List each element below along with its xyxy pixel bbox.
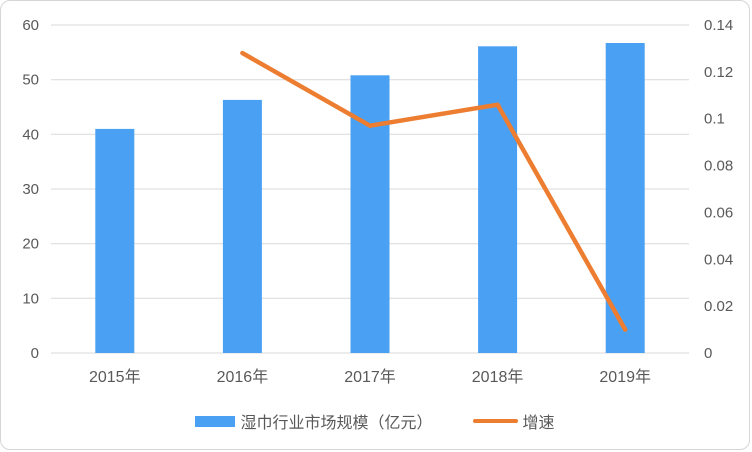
growth-line (240, 50, 628, 332)
line-series-swatch-icon (472, 419, 518, 423)
bar-series-swatch-icon (195, 415, 236, 427)
legend-line-label: 增速 (522, 415, 555, 432)
bar (478, 46, 518, 354)
x-axis-label: 2018年 (472, 368, 524, 386)
left-axis-tick-label: 50 (22, 72, 39, 89)
right-axis-tick-label: 0.08 (704, 158, 733, 175)
chart-legend: 湿巾行业市场规模（亿元） 增速 (1, 409, 749, 433)
legend-bar-label: 湿巾行业市场规模（亿元） (240, 415, 433, 432)
left-axis-tick-label: 60 (22, 17, 39, 34)
left-axis-tick-label: 40 (22, 126, 39, 143)
x-axis-label: 2016年 (217, 368, 269, 386)
left-axis-tick-label: 0 (31, 345, 39, 362)
right-axis-tick-label: 0.12 (704, 64, 733, 81)
right-axis-tick-label: 0.1 (704, 111, 725, 128)
left-axis-tick-label: 30 (22, 181, 39, 198)
right-axis-tick-label: 0.02 (704, 298, 733, 315)
left-axis-tick-label: 20 (22, 236, 39, 253)
x-axis-label: 2015年 (89, 368, 141, 386)
x-axis-label: 2019年 (599, 368, 651, 386)
x-axis-label: 2017年 (344, 368, 396, 386)
bar (95, 128, 135, 353)
right-axis-tick-label: 0.04 (704, 251, 733, 268)
bar (222, 99, 262, 354)
right-axis-tick-label: 0.06 (704, 204, 733, 221)
right-axis-tick-label: 0 (704, 345, 712, 362)
legend-item-growth-rate: 增速 (472, 409, 555, 433)
bar (605, 43, 645, 353)
legend-item-market-size: 湿巾行业市场规模（亿元） (195, 409, 433, 433)
right-axis-tick-label: 0.14 (704, 17, 733, 34)
left-axis-tick-label: 10 (22, 290, 39, 307)
